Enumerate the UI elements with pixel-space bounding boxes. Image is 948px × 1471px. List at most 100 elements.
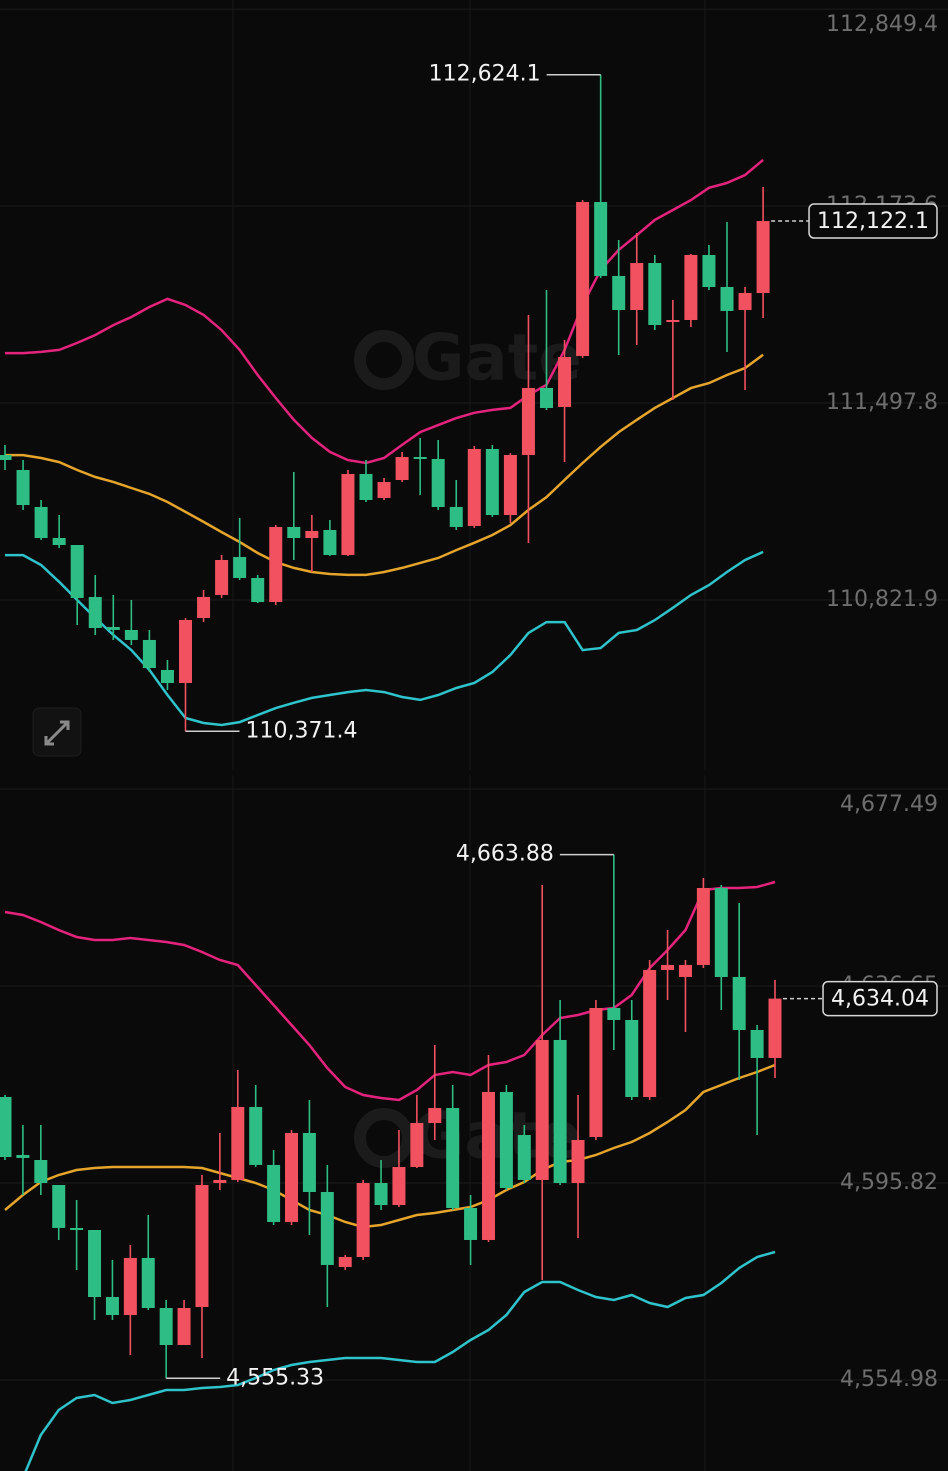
candle-body (738, 293, 752, 310)
annotations: 4,663.88 4,555.33 4,634.04 (166, 842, 938, 1390)
candle-body (612, 275, 626, 310)
candle-body (52, 538, 66, 545)
candle-body (338, 1257, 352, 1267)
candle-body (251, 577, 265, 603)
low-label: 110,371.4 (246, 718, 358, 743)
candle-body (302, 1132, 316, 1192)
candle-body (648, 263, 662, 326)
candle-body (160, 670, 174, 684)
candle-body (625, 1020, 639, 1097)
candle-body (215, 560, 229, 595)
candle-body (446, 1107, 460, 1208)
candle-body (269, 526, 283, 603)
candle-body (702, 254, 716, 287)
candle-body (159, 1307, 173, 1345)
candle-body (285, 1132, 299, 1222)
candle-body (231, 1106, 245, 1180)
candle-body (481, 1091, 495, 1240)
candle-body (553, 1039, 567, 1184)
candle-body (392, 1166, 406, 1206)
candle-body (449, 506, 463, 527)
watermark-text: Gate (412, 322, 582, 396)
low-label: 4,555.33 (226, 1365, 324, 1390)
last-price-label: 4,634.04 (831, 987, 929, 1012)
candle-body (594, 202, 608, 276)
candle-body (305, 531, 319, 539)
grid (0, 788, 948, 1381)
candle-body (576, 202, 590, 356)
candle-body (341, 473, 355, 555)
candle-body (535, 1039, 549, 1180)
candle-body (88, 596, 102, 629)
candle-body (499, 1091, 513, 1188)
candle-body (503, 454, 517, 516)
candle-body (768, 998, 782, 1058)
candle-body (431, 458, 445, 507)
watermark: Gate Gate (354, 322, 582, 1174)
candle-body (720, 286, 734, 311)
candle-body (630, 263, 644, 310)
candle-body (123, 1257, 137, 1315)
candle-body (356, 1183, 370, 1258)
high-label: 4,663.88 (456, 842, 554, 867)
candle-body (323, 529, 337, 555)
candle-body (16, 470, 30, 506)
candle-body (661, 964, 675, 970)
candle-body (0, 1096, 12, 1158)
high-label: 112,624.1 (429, 62, 541, 87)
watermark-logo (354, 1108, 414, 1168)
candle-body (395, 457, 409, 481)
candle-body (464, 1207, 478, 1240)
candle-body (410, 1123, 424, 1167)
grid (0, 8, 948, 601)
panels: 110,821.9111,497.8112,173.6112,849.4112,… (0, 8, 948, 1471)
candle-body (540, 387, 553, 408)
candle-body (16, 1154, 30, 1158)
candle-body (485, 448, 499, 516)
y-tick-label: 111,497.8 (826, 390, 938, 415)
candle-body (179, 619, 192, 684)
candle-body (374, 1183, 388, 1206)
candle-body (517, 1135, 531, 1180)
candle-body (141, 1257, 155, 1308)
candle-body (213, 1179, 227, 1184)
candle-body (714, 887, 728, 977)
candle-body (124, 629, 138, 640)
band-line (5, 353, 764, 577)
panel (0, 8, 948, 732)
panel (0, 788, 948, 1471)
last-price-box (822, 980, 938, 1017)
candle-body (197, 596, 211, 619)
candle-body (678, 964, 692, 977)
candle-body (267, 1164, 281, 1222)
expand-button[interactable] (32, 707, 82, 757)
candle-body (34, 506, 48, 539)
expand-icon (44, 720, 70, 746)
candle-body (287, 526, 301, 539)
candle-body (88, 1229, 102, 1297)
candle-body (684, 254, 698, 320)
band-line (5, 550, 764, 727)
y-tick-label: 110,821.9 (826, 587, 938, 612)
candle-body (105, 1297, 119, 1315)
candle-body (558, 357, 572, 407)
last-price-label: 112,122.1 (817, 209, 929, 234)
band-line (24, 1250, 776, 1471)
candle-body (607, 1007, 621, 1021)
candle-body (34, 1159, 48, 1184)
y-tick-label: 112,849.4 (826, 12, 938, 37)
candle-body (413, 457, 427, 460)
candle-body (52, 1184, 66, 1228)
candle-body (732, 976, 746, 1030)
candle-body (750, 1029, 764, 1058)
watermark-logo (354, 330, 414, 390)
candle-body (643, 969, 657, 1097)
candle-body (177, 1307, 191, 1345)
y-tick-label: 4,595.82 (840, 1170, 938, 1195)
candle-body (142, 639, 156, 668)
candle-body (249, 1106, 263, 1165)
candle-body (756, 221, 770, 294)
